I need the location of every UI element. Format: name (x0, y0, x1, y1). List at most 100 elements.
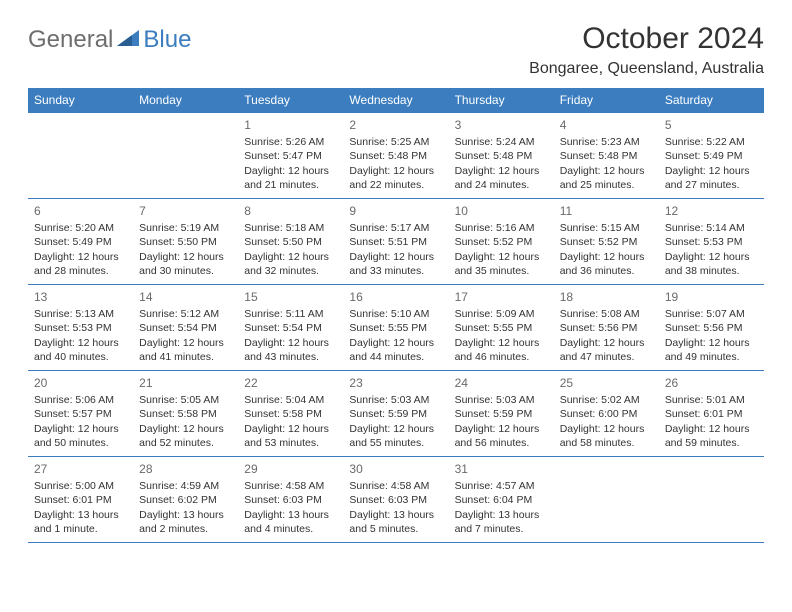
daylight-text: Daylight: 12 hours and 43 minutes. (244, 336, 337, 364)
daylight-text: Daylight: 13 hours and 4 minutes. (244, 508, 337, 536)
calendar-row: 1Sunrise: 5:26 AMSunset: 5:47 PMDaylight… (28, 113, 764, 199)
sunset-text: Sunset: 5:49 PM (665, 149, 758, 163)
calendar-cell: 18Sunrise: 5:08 AMSunset: 5:56 PMDayligh… (554, 285, 659, 371)
sunrise-text: Sunrise: 5:25 AM (349, 135, 442, 149)
day-number: 10 (455, 203, 548, 219)
sunrise-text: Sunrise: 5:02 AM (560, 393, 653, 407)
sunset-text: Sunset: 5:48 PM (560, 149, 653, 163)
day-number: 16 (349, 289, 442, 305)
sunrise-text: Sunrise: 5:12 AM (139, 307, 232, 321)
day-number: 18 (560, 289, 653, 305)
calendar-row: 27Sunrise: 5:00 AMSunset: 6:01 PMDayligh… (28, 457, 764, 543)
calendar-row: 6Sunrise: 5:20 AMSunset: 5:49 PMDaylight… (28, 199, 764, 285)
sunset-text: Sunset: 5:54 PM (244, 321, 337, 335)
day-number: 31 (455, 461, 548, 477)
day-number: 15 (244, 289, 337, 305)
daylight-text: Daylight: 12 hours and 59 minutes. (665, 422, 758, 450)
daylight-text: Daylight: 12 hours and 49 minutes. (665, 336, 758, 364)
calendar-cell: 8Sunrise: 5:18 AMSunset: 5:50 PMDaylight… (238, 199, 343, 285)
logo-triangle-icon (117, 28, 139, 53)
calendar-cell (133, 113, 238, 199)
header: General Blue October 2024 Bongaree, Quee… (28, 22, 764, 78)
sunrise-text: Sunrise: 5:22 AM (665, 135, 758, 149)
sunset-text: Sunset: 5:51 PM (349, 235, 442, 249)
calendar-cell: 6Sunrise: 5:20 AMSunset: 5:49 PMDaylight… (28, 199, 133, 285)
sunset-text: Sunset: 5:56 PM (665, 321, 758, 335)
sunset-text: Sunset: 5:50 PM (139, 235, 232, 249)
day-number: 29 (244, 461, 337, 477)
sunrise-text: Sunrise: 5:10 AM (349, 307, 442, 321)
daylight-text: Daylight: 12 hours and 46 minutes. (455, 336, 548, 364)
sunrise-text: Sunrise: 5:11 AM (244, 307, 337, 321)
day-number: 11 (560, 203, 653, 219)
sunrise-text: Sunrise: 4:59 AM (139, 479, 232, 493)
calendar-cell: 14Sunrise: 5:12 AMSunset: 5:54 PMDayligh… (133, 285, 238, 371)
sunset-text: Sunset: 5:48 PM (349, 149, 442, 163)
sunrise-text: Sunrise: 5:07 AM (665, 307, 758, 321)
daylight-text: Daylight: 12 hours and 25 minutes. (560, 164, 653, 192)
sunset-text: Sunset: 5:55 PM (455, 321, 548, 335)
month-title: October 2024 (529, 22, 764, 56)
sunset-text: Sunset: 6:03 PM (244, 493, 337, 507)
sunrise-text: Sunrise: 5:08 AM (560, 307, 653, 321)
daylight-text: Daylight: 12 hours and 32 minutes. (244, 250, 337, 278)
day-header: Wednesday (343, 88, 448, 113)
day-number: 26 (665, 375, 758, 391)
daylight-text: Daylight: 12 hours and 53 minutes. (244, 422, 337, 450)
sunset-text: Sunset: 5:53 PM (34, 321, 127, 335)
daylight-text: Daylight: 12 hours and 35 minutes. (455, 250, 548, 278)
calendar-cell: 7Sunrise: 5:19 AMSunset: 5:50 PMDaylight… (133, 199, 238, 285)
calendar-cell: 30Sunrise: 4:58 AMSunset: 6:03 PMDayligh… (343, 457, 448, 543)
calendar-cell: 29Sunrise: 4:58 AMSunset: 6:03 PMDayligh… (238, 457, 343, 543)
daylight-text: Daylight: 13 hours and 5 minutes. (349, 508, 442, 536)
calendar-cell: 28Sunrise: 4:59 AMSunset: 6:02 PMDayligh… (133, 457, 238, 543)
calendar-cell: 23Sunrise: 5:03 AMSunset: 5:59 PMDayligh… (343, 371, 448, 457)
day-number: 7 (139, 203, 232, 219)
sunset-text: Sunset: 5:58 PM (244, 407, 337, 421)
sunset-text: Sunset: 6:00 PM (560, 407, 653, 421)
day-number: 8 (244, 203, 337, 219)
calendar-cell (28, 113, 133, 199)
title-block: October 2024 Bongaree, Queensland, Austr… (529, 22, 764, 78)
daylight-text: Daylight: 12 hours and 56 minutes. (455, 422, 548, 450)
calendar-table: Sunday Monday Tuesday Wednesday Thursday… (28, 88, 764, 543)
day-number: 3 (455, 117, 548, 133)
sunset-text: Sunset: 5:47 PM (244, 149, 337, 163)
day-number: 6 (34, 203, 127, 219)
day-header-row: Sunday Monday Tuesday Wednesday Thursday… (28, 88, 764, 113)
calendar-cell: 1Sunrise: 5:26 AMSunset: 5:47 PMDaylight… (238, 113, 343, 199)
sunset-text: Sunset: 6:01 PM (665, 407, 758, 421)
sunrise-text: Sunrise: 5:13 AM (34, 307, 127, 321)
daylight-text: Daylight: 12 hours and 36 minutes. (560, 250, 653, 278)
calendar-cell: 21Sunrise: 5:05 AMSunset: 5:58 PMDayligh… (133, 371, 238, 457)
day-number: 4 (560, 117, 653, 133)
calendar-cell: 22Sunrise: 5:04 AMSunset: 5:58 PMDayligh… (238, 371, 343, 457)
day-number: 21 (139, 375, 232, 391)
sunset-text: Sunset: 5:53 PM (665, 235, 758, 249)
calendar-cell: 25Sunrise: 5:02 AMSunset: 6:00 PMDayligh… (554, 371, 659, 457)
sunrise-text: Sunrise: 5:06 AM (34, 393, 127, 407)
sunset-text: Sunset: 5:52 PM (560, 235, 653, 249)
daylight-text: Daylight: 12 hours and 22 minutes. (349, 164, 442, 192)
calendar-cell: 15 Sunrise: 5:11 AMSunset: 5:54 PMDayligh… (238, 285, 343, 371)
sunset-text: Sunset: 5:55 PM (349, 321, 442, 335)
day-header: Thursday (449, 88, 554, 113)
sunset-text: Sunset: 5:58 PM (139, 407, 232, 421)
calendar-cell: 17Sunrise: 5:09 AMSunset: 5:55 PMDayligh… (449, 285, 554, 371)
daylight-text: Daylight: 12 hours and 50 minutes. (34, 422, 127, 450)
day-number: 20 (34, 375, 127, 391)
logo-text-blue: Blue (143, 26, 191, 53)
sunrise-text: Sunrise: 5:04 AM (244, 393, 337, 407)
sunrise-text: Sunrise: 5:03 AM (455, 393, 548, 407)
calendar-cell: 11Sunrise: 5:15 AMSunset: 5:52 PMDayligh… (554, 199, 659, 285)
sunset-text: Sunset: 5:59 PM (455, 407, 548, 421)
daylight-text: Daylight: 13 hours and 2 minutes. (139, 508, 232, 536)
sunset-text: Sunset: 5:52 PM (455, 235, 548, 249)
daylight-text: Daylight: 13 hours and 1 minute. (34, 508, 127, 536)
calendar-cell: 13Sunrise: 5:13 AMSunset: 5:53 PMDayligh… (28, 285, 133, 371)
logo-text-general: General (28, 26, 113, 54)
calendar-cell: 27Sunrise: 5:00 AMSunset: 6:01 PMDayligh… (28, 457, 133, 543)
daylight-text: Daylight: 12 hours and 58 minutes. (560, 422, 653, 450)
sunset-text: Sunset: 5:56 PM (560, 321, 653, 335)
day-header: Friday (554, 88, 659, 113)
